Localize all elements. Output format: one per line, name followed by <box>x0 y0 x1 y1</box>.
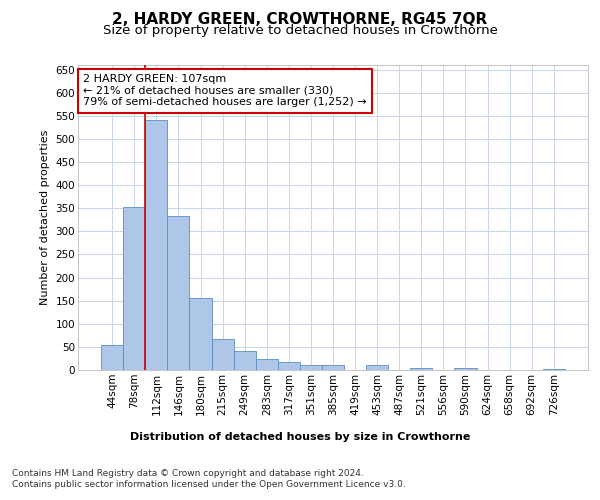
Text: Distribution of detached houses by size in Crowthorne: Distribution of detached houses by size … <box>130 432 470 442</box>
Text: 2, HARDY GREEN, CROWTHORNE, RG45 7QR: 2, HARDY GREEN, CROWTHORNE, RG45 7QR <box>112 12 488 28</box>
Text: Contains HM Land Registry data © Crown copyright and database right 2024.: Contains HM Land Registry data © Crown c… <box>12 468 364 477</box>
Bar <box>190 298 212 370</box>
Bar <box>366 366 388 370</box>
Bar <box>145 120 167 370</box>
Bar <box>233 350 256 370</box>
Bar <box>543 368 565 370</box>
Bar <box>167 216 190 370</box>
Text: Contains public sector information licensed under the Open Government Licence v3: Contains public sector information licen… <box>12 480 406 489</box>
Text: 2 HARDY GREEN: 107sqm
← 21% of detached houses are smaller (330)
79% of semi-det: 2 HARDY GREEN: 107sqm ← 21% of detached … <box>83 74 367 108</box>
Bar <box>123 207 145 370</box>
Bar <box>454 368 476 370</box>
Y-axis label: Number of detached properties: Number of detached properties <box>40 130 50 305</box>
Text: Size of property relative to detached houses in Crowthorne: Size of property relative to detached ho… <box>103 24 497 37</box>
Bar <box>101 344 123 370</box>
Bar <box>410 368 433 370</box>
Bar <box>212 338 233 370</box>
Bar <box>300 366 322 370</box>
Bar <box>322 366 344 370</box>
Bar <box>256 359 278 370</box>
Bar <box>278 362 300 370</box>
